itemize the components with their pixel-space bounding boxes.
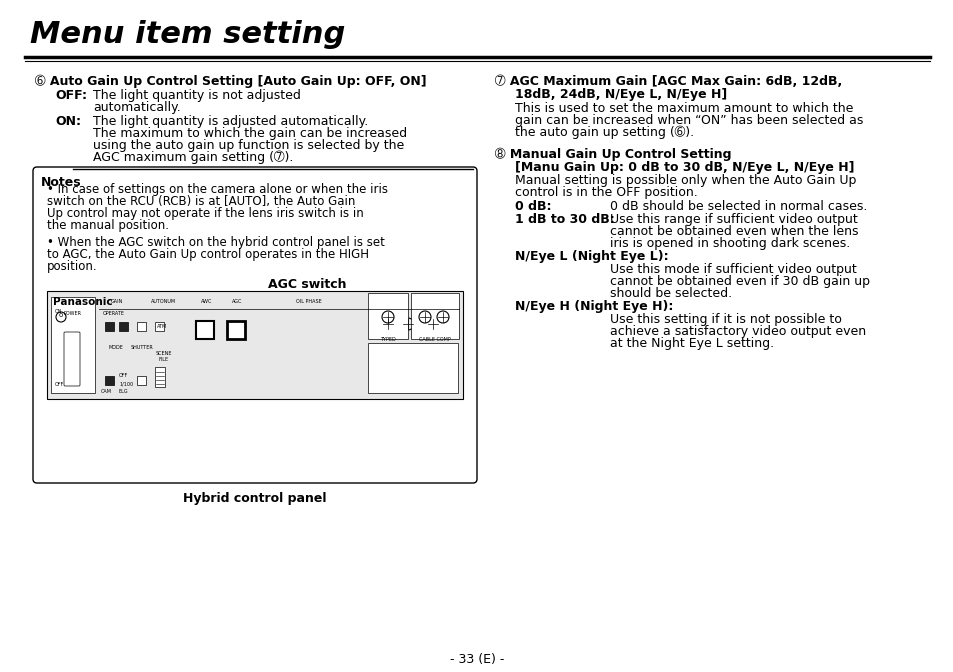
Text: Hybrid control panel: Hybrid control panel <box>183 492 327 505</box>
Text: GAIN: GAIN <box>111 299 123 304</box>
Text: ATM: ATM <box>156 324 167 329</box>
Text: SCENE
FILE: SCENE FILE <box>155 351 172 362</box>
Text: Use this setting if it is not possible to: Use this setting if it is not possible t… <box>609 313 841 326</box>
Text: control is in the OFF position.: control is in the OFF position. <box>515 186 697 199</box>
Text: Panasonic: Panasonic <box>53 297 112 307</box>
FancyBboxPatch shape <box>368 343 457 393</box>
Text: AWC: AWC <box>201 299 213 304</box>
Text: • When the AGC switch on the hybrid control panel is set: • When the AGC switch on the hybrid cont… <box>47 236 384 249</box>
Text: • In case of settings on the camera alone or when the iris: • In case of settings on the camera alon… <box>47 183 388 196</box>
FancyBboxPatch shape <box>154 322 164 331</box>
Text: Up control may not operate if the lens iris switch is in: Up control may not operate if the lens i… <box>47 207 363 220</box>
Text: AGC: AGC <box>232 299 242 304</box>
Text: OFF: OFF <box>55 382 64 387</box>
FancyBboxPatch shape <box>137 322 146 331</box>
Text: N/Eye L (Night Eye L):: N/Eye L (Night Eye L): <box>515 250 668 263</box>
Text: achieve a satisfactory video output even: achieve a satisfactory video output even <box>609 325 865 338</box>
Text: ➆ AGC Maximum Gain [AGC Max Gain: 6dB, 12dB,: ➆ AGC Maximum Gain [AGC Max Gain: 6dB, 1… <box>495 75 841 88</box>
FancyBboxPatch shape <box>51 297 95 393</box>
Text: MODE: MODE <box>109 345 124 350</box>
Text: The light quantity is not adjusted: The light quantity is not adjusted <box>92 89 300 102</box>
Text: the manual position.: the manual position. <box>47 219 169 232</box>
Text: 1 dB to 30 dB:: 1 dB to 30 dB: <box>515 213 614 226</box>
Text: using the auto gain up function is selected by the: using the auto gain up function is selec… <box>92 139 404 152</box>
Text: iris is opened in shooting dark scenes.: iris is opened in shooting dark scenes. <box>609 237 849 250</box>
Text: AUTONUM: AUTONUM <box>152 299 176 304</box>
FancyBboxPatch shape <box>137 376 146 385</box>
Text: cannot be obtained even when the lens: cannot be obtained even when the lens <box>609 225 858 238</box>
Text: N/Eye H (Night Eye H):: N/Eye H (Night Eye H): <box>515 300 673 313</box>
Text: 1/100: 1/100 <box>119 381 133 386</box>
Text: switch on the RCU (RCB) is at [AUTO], the Auto Gain: switch on the RCU (RCB) is at [AUTO], th… <box>47 195 355 208</box>
Text: the auto gain up setting (➅).: the auto gain up setting (➅). <box>515 126 694 139</box>
Text: cannot be obtained even if 30 dB gain up: cannot be obtained even if 30 dB gain up <box>609 275 869 288</box>
Text: ON: ON <box>55 309 63 314</box>
Text: ON:: ON: <box>55 115 81 128</box>
FancyBboxPatch shape <box>411 293 458 339</box>
FancyBboxPatch shape <box>119 322 128 331</box>
Text: Use this mode if sufficient video output: Use this mode if sufficient video output <box>609 263 856 276</box>
Text: Notes: Notes <box>41 176 82 189</box>
Text: 0 dB:: 0 dB: <box>515 200 551 213</box>
Text: The maximum to which the gain can be increased: The maximum to which the gain can be inc… <box>92 127 407 140</box>
Text: OFF: OFF <box>119 373 128 378</box>
FancyBboxPatch shape <box>47 291 462 399</box>
Text: Menu item setting: Menu item setting <box>30 20 345 49</box>
FancyBboxPatch shape <box>227 321 245 339</box>
Text: AGC maximum gain setting (➆).: AGC maximum gain setting (➆). <box>92 151 294 165</box>
Text: should be selected.: should be selected. <box>609 287 731 300</box>
Text: o: o <box>59 312 63 318</box>
Text: to AGC, the Auto Gain Up control operates in the HIGH: to AGC, the Auto Gain Up control operate… <box>47 248 369 261</box>
Text: OFF:: OFF: <box>55 89 87 102</box>
FancyBboxPatch shape <box>154 367 165 387</box>
FancyBboxPatch shape <box>33 167 476 483</box>
Text: ➇ Manual Gain Up Control Setting: ➇ Manual Gain Up Control Setting <box>495 148 731 161</box>
FancyBboxPatch shape <box>64 332 80 386</box>
Text: 18dB, 24dB, N/Eye L, N/Eye H]: 18dB, 24dB, N/Eye L, N/Eye H] <box>515 88 726 101</box>
Text: AGC switch: AGC switch <box>268 278 346 291</box>
Text: ➅ Auto Gain Up Control Setting [Auto Gain Up: OFF, ON]: ➅ Auto Gain Up Control Setting [Auto Gai… <box>35 75 426 88</box>
Text: OPERATE: OPERATE <box>103 311 125 316</box>
Text: Use this range if sufficient video output: Use this range if sufficient video outpu… <box>609 213 857 226</box>
Text: CABLE COMP: CABLE COMP <box>418 337 451 342</box>
Text: Manual setting is possible only when the Auto Gain Up: Manual setting is possible only when the… <box>515 174 856 187</box>
Text: 0 dB should be selected in normal cases.: 0 dB should be selected in normal cases. <box>609 200 866 213</box>
Text: SHUTTER: SHUTTER <box>131 345 153 350</box>
Text: at the Night Eye L setting.: at the Night Eye L setting. <box>609 337 773 350</box>
Text: OIL PHASE: OIL PHASE <box>295 299 321 304</box>
Text: The light quantity is adjusted automatically.: The light quantity is adjusted automatic… <box>92 115 368 128</box>
Text: automatically.: automatically. <box>92 101 180 114</box>
FancyBboxPatch shape <box>105 322 113 331</box>
Text: CAM: CAM <box>101 389 112 394</box>
FancyBboxPatch shape <box>368 293 408 339</box>
FancyBboxPatch shape <box>105 376 113 385</box>
Text: gain can be increased when “ON” has been selected as: gain can be increased when “ON” has been… <box>515 114 862 127</box>
Text: TYPED: TYPED <box>379 337 395 342</box>
Text: - 33 (E) -: - 33 (E) - <box>450 653 503 666</box>
Text: [Manu Gain Up: 0 dB to 30 dB, N/Eye L, N/Eye H]: [Manu Gain Up: 0 dB to 30 dB, N/Eye L, N… <box>515 161 854 174</box>
Text: This is used to set the maximum amount to which the: This is used to set the maximum amount t… <box>515 102 853 115</box>
Text: POWER: POWER <box>64 311 82 316</box>
FancyBboxPatch shape <box>195 321 213 339</box>
Text: position.: position. <box>47 260 97 273</box>
Text: ELG: ELG <box>119 389 129 394</box>
